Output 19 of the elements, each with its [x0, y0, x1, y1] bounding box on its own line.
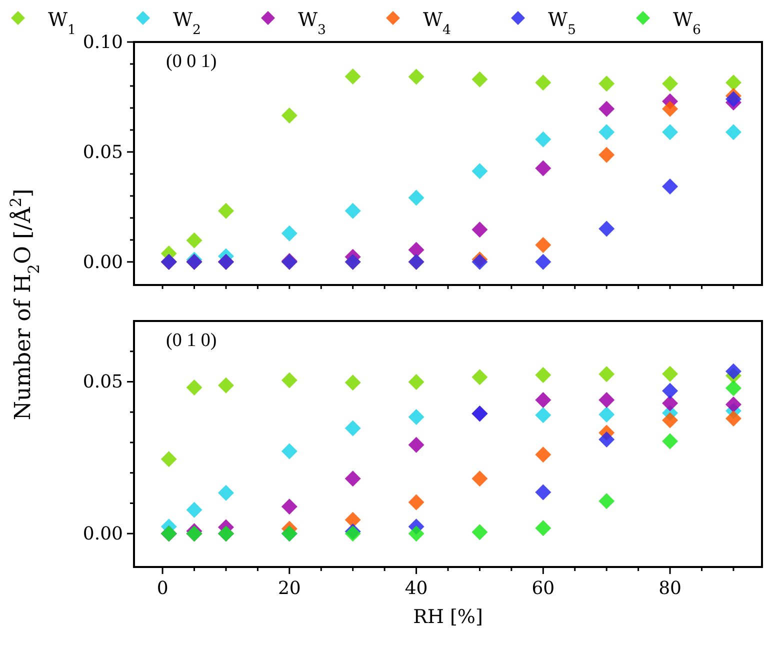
x-axis-title: RH [%] — [413, 606, 483, 628]
y-tick-label: 0.10 — [82, 32, 123, 53]
text: (0 0 1) — [166, 51, 217, 72]
legend-label: W$_{2}$ — [173, 9, 201, 38]
legend-label: W$_{3}$ — [298, 9, 326, 38]
y-tick-label: 0.05 — [82, 372, 123, 393]
y-tick-label: 0.05 — [82, 142, 123, 163]
legend-label: W$_{5}$ — [548, 9, 576, 38]
legend-label: W$_{4}$ — [423, 9, 451, 38]
legend-label: W$_{6}$ — [673, 9, 701, 38]
legend-label: W$_{1}$ — [48, 9, 76, 38]
x-tick-label: 0 — [156, 578, 168, 599]
text: (0 1 0) — [166, 330, 217, 351]
y-tick-label: 0.00 — [82, 524, 123, 545]
y-tick-label: 0.00 — [82, 252, 123, 273]
x-tick-label: 40 — [404, 578, 428, 599]
x-tick-label: 60 — [532, 578, 555, 599]
x-tick-label: 20 — [278, 578, 301, 599]
x-tick-label: 80 — [658, 578, 682, 599]
